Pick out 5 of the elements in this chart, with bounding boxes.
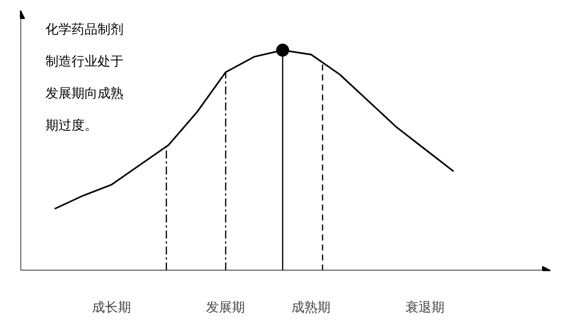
text: 化学药品制剂制造行业处于发展期向成熟期过度。 (46, 22, 124, 134)
x-tick-label: 发展期 (206, 300, 246, 316)
x-tick-label: 成长期 (92, 300, 132, 316)
x-tick-label: 成熟期 (292, 300, 331, 316)
x-tick-label: 衰退期 (406, 300, 445, 316)
